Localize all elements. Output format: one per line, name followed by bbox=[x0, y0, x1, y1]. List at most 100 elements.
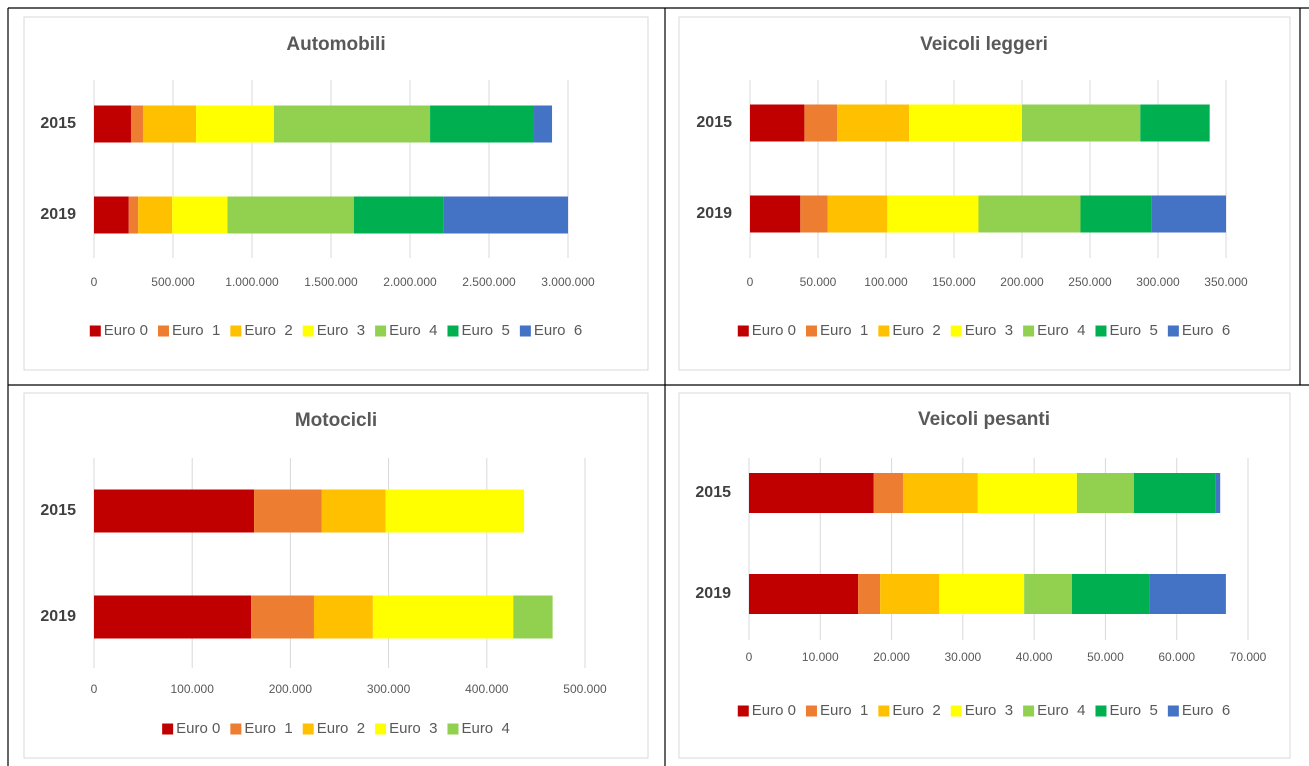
bar-segment bbox=[1071, 574, 1150, 614]
legend-swatch bbox=[230, 325, 242, 337]
x-tick-label: 0 bbox=[747, 275, 754, 289]
bar-segment bbox=[909, 104, 1022, 142]
legend-swatch bbox=[302, 325, 314, 337]
legend-label: Euro 5 bbox=[461, 322, 509, 339]
bar-segment bbox=[196, 105, 274, 143]
legend-swatch bbox=[519, 325, 531, 337]
y-tick-label: 2015 bbox=[695, 484, 731, 501]
bar-segment bbox=[513, 595, 553, 639]
bar-segment bbox=[130, 105, 143, 143]
bar-segment bbox=[313, 595, 373, 639]
legend-swatch bbox=[1167, 705, 1179, 717]
x-tick-label: 40.000 bbox=[1016, 650, 1053, 664]
x-tick-label: 100.000 bbox=[864, 275, 908, 289]
bar-segment bbox=[837, 104, 910, 142]
chart-title: Veicoli leggeri bbox=[920, 34, 1048, 55]
y-tick-label: 2015 bbox=[40, 502, 76, 519]
bar-segment bbox=[873, 473, 903, 513]
bar-segment bbox=[172, 196, 228, 234]
legend-label: Euro 3 bbox=[389, 720, 437, 737]
bar-segment bbox=[1140, 104, 1210, 142]
bar-segment bbox=[1151, 195, 1226, 233]
legend-swatch bbox=[805, 705, 817, 717]
legend-label: Euro 5 bbox=[1109, 702, 1157, 719]
legend-swatch bbox=[878, 705, 890, 717]
legend-swatch bbox=[1023, 705, 1035, 717]
y-tick-label: 2019 bbox=[695, 585, 731, 602]
bar-segment bbox=[142, 105, 197, 143]
bar-segment bbox=[902, 473, 978, 513]
legend-label: Euro 4 bbox=[389, 322, 437, 339]
bar-segment bbox=[94, 595, 252, 639]
bar-segment bbox=[430, 105, 535, 143]
x-tick-label: 1.500.000 bbox=[304, 275, 358, 289]
legend-label: Euro 2 bbox=[317, 720, 365, 737]
legend-label: Euro 3 bbox=[317, 322, 365, 339]
chart-area bbox=[23, 16, 649, 371]
bar-segment bbox=[227, 196, 354, 234]
chart-title: Motocicli bbox=[295, 410, 377, 431]
legend-swatch bbox=[89, 325, 101, 337]
bar-segment bbox=[372, 595, 514, 639]
x-tick-label: 350.000 bbox=[1204, 275, 1248, 289]
legend-swatch bbox=[950, 705, 962, 717]
bar-segment bbox=[749, 574, 859, 614]
legend-swatch bbox=[737, 325, 749, 337]
bar-segment bbox=[1215, 473, 1221, 513]
chart-area bbox=[678, 392, 1291, 759]
chart-title: Veicoli pesanti bbox=[918, 409, 1050, 430]
bar-segment bbox=[321, 489, 386, 533]
legend-label: Euro 5 bbox=[1109, 322, 1157, 339]
x-tick-label: 100.000 bbox=[171, 682, 215, 696]
bar-segment bbox=[750, 195, 801, 233]
y-tick-label: 2019 bbox=[40, 608, 76, 625]
x-tick-label: 70.000 bbox=[1230, 650, 1267, 664]
y-tick-label: 2015 bbox=[40, 115, 76, 132]
x-tick-label: 250.000 bbox=[1068, 275, 1112, 289]
legend-label: Euro 0 bbox=[104, 322, 148, 339]
bar-segment bbox=[939, 574, 1025, 614]
bar-segment bbox=[128, 196, 139, 234]
legend-swatch bbox=[302, 723, 314, 735]
legend-swatch bbox=[375, 325, 387, 337]
legend-swatch bbox=[878, 325, 890, 337]
legend-label: Euro 4 bbox=[461, 720, 509, 737]
y-tick-label: 2019 bbox=[696, 205, 732, 222]
legend-swatch bbox=[162, 723, 174, 735]
x-tick-label: 200.000 bbox=[1000, 275, 1044, 289]
legend-swatch bbox=[447, 325, 459, 337]
legend-label: Euro 3 bbox=[965, 322, 1013, 339]
x-tick-label: 1.000.000 bbox=[225, 275, 279, 289]
x-tick-label: 2.000.000 bbox=[383, 275, 437, 289]
x-tick-label: 500.000 bbox=[563, 682, 607, 696]
bar-segment bbox=[1080, 195, 1152, 233]
legend-label: Euro 4 bbox=[1037, 702, 1085, 719]
bar-segment bbox=[273, 105, 431, 143]
bar-segment bbox=[94, 105, 131, 143]
bar-segment bbox=[978, 195, 1081, 233]
x-tick-label: 10.000 bbox=[802, 650, 839, 664]
legend-label: Euro 0 bbox=[176, 720, 220, 737]
bar-segment bbox=[1022, 104, 1141, 142]
legend-swatch bbox=[1095, 325, 1107, 337]
legend-swatch bbox=[737, 705, 749, 717]
bar-segment bbox=[880, 574, 940, 614]
x-tick-label: 400.000 bbox=[465, 682, 509, 696]
legend-swatch bbox=[1095, 705, 1107, 717]
x-tick-label: 3.000.000 bbox=[541, 275, 595, 289]
x-tick-label: 60.000 bbox=[1158, 650, 1195, 664]
bar-segment bbox=[534, 105, 553, 143]
chart-title: Automobili bbox=[286, 34, 385, 55]
x-tick-label: 300.000 bbox=[367, 682, 411, 696]
legend-label: Euro 0 bbox=[752, 702, 796, 719]
legend-label: Euro 6 bbox=[1182, 322, 1230, 339]
bar-segment bbox=[750, 104, 805, 142]
y-tick-label: 2019 bbox=[40, 206, 76, 223]
bar-segment bbox=[94, 196, 129, 234]
bar-segment bbox=[749, 473, 874, 513]
bar-segment bbox=[1024, 574, 1072, 614]
legend-swatch bbox=[1023, 325, 1035, 337]
bar-segment bbox=[1149, 574, 1226, 614]
x-tick-label: 150.000 bbox=[932, 275, 976, 289]
